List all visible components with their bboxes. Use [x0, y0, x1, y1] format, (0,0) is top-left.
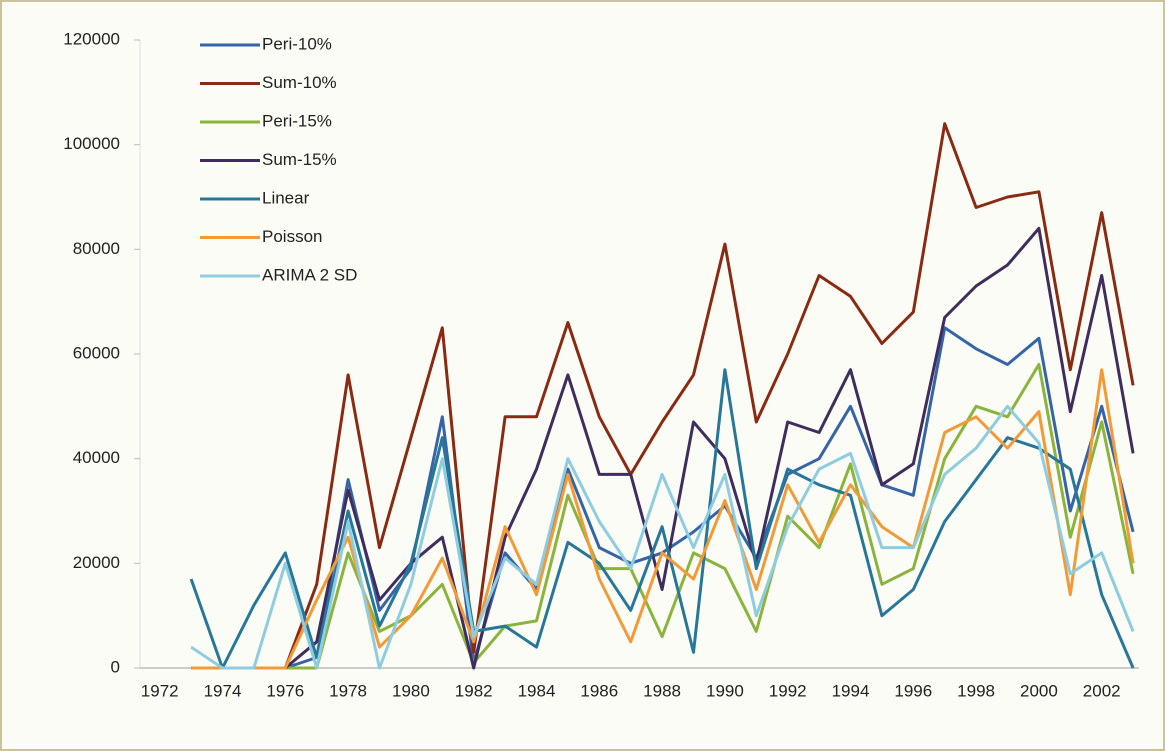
legend-label: Peri-10%: [262, 34, 332, 53]
legend-label: Sum-10%: [262, 73, 337, 92]
x-tick-label: 1974: [204, 681, 242, 700]
series-line: [191, 368, 1135, 670]
legend-label: Linear: [262, 188, 310, 207]
x-tick-label: 1978: [329, 681, 367, 700]
x-tick-label: 1998: [957, 681, 995, 700]
x-tick-label: 2002: [1083, 681, 1121, 700]
x-tick-label: 1976: [266, 681, 304, 700]
x-tick-label: 1972: [141, 681, 179, 700]
legend-label: ARIMA 2 SD: [262, 265, 357, 284]
legend-label: Poisson: [262, 227, 322, 246]
y-tick-label: 100000: [63, 134, 120, 153]
x-tick-label: 1992: [769, 681, 807, 700]
x-tick-label: 1980: [392, 681, 430, 700]
series-line: [191, 122, 1135, 670]
x-tick-label: 1984: [518, 681, 556, 700]
legend-label: Peri-15%: [262, 111, 332, 130]
x-tick-label: 1990: [706, 681, 744, 700]
x-tick-label: 1988: [643, 681, 681, 700]
y-tick-label: 0: [111, 657, 120, 676]
y-tick-label: 60000: [73, 343, 120, 362]
x-tick-label: 2000: [1020, 681, 1058, 700]
x-tick-label: 1994: [832, 681, 870, 700]
x-tick-label: 1982: [455, 681, 493, 700]
series-line: [191, 363, 1135, 670]
y-tick-label: 20000: [73, 553, 120, 572]
series-line: [189, 368, 1135, 670]
x-tick-label: 1986: [580, 681, 618, 700]
series-line: [190, 404, 1135, 670]
y-tick-label: 40000: [73, 448, 120, 467]
legend-label: Sum-15%: [262, 150, 337, 169]
series-line: [191, 226, 1135, 670]
y-tick-label: 80000: [73, 239, 120, 258]
x-tick-label: 1996: [894, 681, 932, 700]
y-tick-label: 120000: [63, 29, 120, 48]
